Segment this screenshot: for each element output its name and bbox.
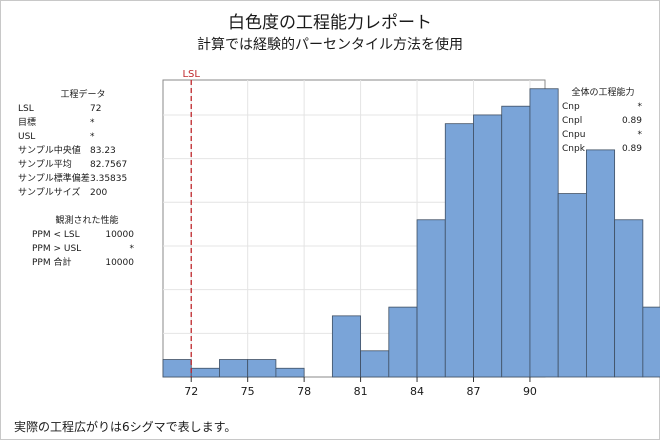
ppm-label: PPM > USL — [32, 244, 82, 254]
x-tick-label: 75 — [241, 385, 255, 398]
report-subtitle: 計算では経験的パーセンタイル方法を使用 — [197, 37, 463, 53]
axis-layer: 72 75 78 81 84 87 90 — [184, 377, 537, 398]
stat-label: USL — [18, 132, 36, 142]
histogram-bar — [501, 105, 531, 378]
process-data-row: サンプルサイズ 200 — [18, 186, 158, 200]
process-data-row: USL * — [18, 130, 158, 144]
x-tick-label: 72 — [184, 385, 198, 398]
ppm-value: * — [129, 244, 135, 254]
stat-value: 3.35835 — [90, 174, 128, 184]
ppm-value: 10000 — [105, 258, 134, 268]
process-data-header: 工程データ — [60, 90, 106, 100]
process-data-row: サンプル標準偏差 3.35835 — [18, 172, 158, 186]
histogram-bar — [444, 123, 474, 378]
x-tick-label: 78 — [297, 385, 311, 398]
overall-capability-header: 全体の工程能力 — [571, 88, 635, 98]
stat-label: サンプル標準偏差 — [18, 174, 90, 184]
histogram-bar — [416, 219, 446, 378]
histogram-bar — [360, 350, 390, 378]
overall-capability-panel: 全体の工程能力 Cnp * Cnpl 0.89 Cnpu * Cnpk 0.89 — [562, 86, 644, 156]
process-data-row: サンプル平均 82.7567 — [18, 158, 158, 172]
histogram-bar — [585, 149, 616, 378]
capability-label: Cnpu — [562, 130, 586, 140]
process-data-row: サンプル中央値 83.23 — [18, 144, 158, 158]
capability-value: * — [637, 130, 643, 140]
histogram-bar — [275, 367, 305, 378]
capability-row: Cnpl 0.89 — [562, 114, 644, 128]
observed-performance-panel: 観測された性能 PPM < LSL 10000 PPM > USL * PPM 合計… — [32, 214, 142, 270]
x-tick-label: 84 — [410, 385, 424, 398]
stat-value: * — [90, 118, 95, 128]
histogram-bar — [388, 306, 418, 378]
capability-value: * — [637, 102, 643, 112]
stat-label: LSL — [18, 104, 34, 114]
capability-row: Cnpu * — [562, 128, 644, 142]
ppm-label: PPM < LSL — [32, 230, 80, 240]
capability-row: Cnp * — [562, 100, 644, 114]
lsl-label: LSL — [182, 69, 200, 80]
process-data-row: LSL 72 — [18, 102, 158, 116]
histogram-bar — [529, 88, 559, 378]
capability-label: Cnpl — [562, 116, 583, 126]
capability-value: 0.89 — [621, 116, 642, 126]
capability-value: 0.89 — [621, 144, 642, 154]
x-tick-label: 87 — [466, 385, 480, 398]
histogram-bar — [219, 359, 249, 378]
stat-value: 72 — [90, 104, 102, 114]
stat-value: * — [90, 132, 95, 142]
capability-row: Cnpk 0.89 — [562, 142, 644, 156]
histogram-bar — [642, 306, 660, 378]
footnote: 実際の工程広がりは6シグマで表します。 — [14, 420, 237, 434]
ppm-row: PPM > USL * — [32, 242, 142, 256]
stat-value: 82.7567 — [90, 160, 128, 170]
histogram-bar — [557, 193, 587, 378]
histogram-bar — [162, 359, 192, 378]
capability-label: Cnp — [562, 102, 580, 112]
capability-label: Cnpk — [562, 144, 585, 154]
lsl-layer: LSL — [182, 69, 200, 377]
x-tick-label: 90 — [523, 385, 537, 398]
histogram-bar — [190, 367, 220, 378]
ppm-row: PPM 合計 10000 — [32, 256, 142, 270]
process-data-panel: 工程データ LSL 72 目標 * USL * サンプル中央値 83.23 サンプル平均… — [18, 88, 158, 200]
histogram-bar — [331, 315, 361, 378]
stat-value: 83.23 — [90, 146, 116, 156]
ppm-value: 10000 — [105, 230, 134, 240]
histogram-bar — [614, 219, 644, 378]
ppm-label: PPM 合計 — [32, 258, 72, 268]
histogram-bar — [473, 114, 503, 378]
observed-performance-header: 観測された性能 — [55, 216, 119, 226]
report-title: 白色度の工程能力レポート — [228, 13, 432, 33]
stat-value: 200 — [90, 188, 108, 198]
stat-label: サンプル中央値 — [18, 146, 81, 156]
stat-label: 目標 — [18, 118, 37, 128]
process-data-row: 目標 * — [18, 116, 158, 130]
ppm-row: PPM < LSL 10000 — [32, 228, 142, 242]
stat-label: サンプル平均 — [18, 160, 72, 170]
bars-layer — [162, 88, 660, 378]
x-tick-label: 81 — [354, 385, 368, 398]
stat-label: サンプルサイズ — [18, 188, 81, 198]
histogram-bar — [247, 359, 277, 378]
